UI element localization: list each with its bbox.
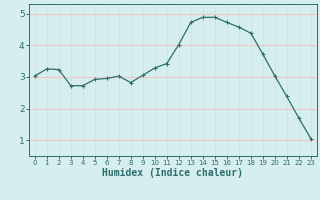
X-axis label: Humidex (Indice chaleur): Humidex (Indice chaleur) xyxy=(102,168,243,178)
